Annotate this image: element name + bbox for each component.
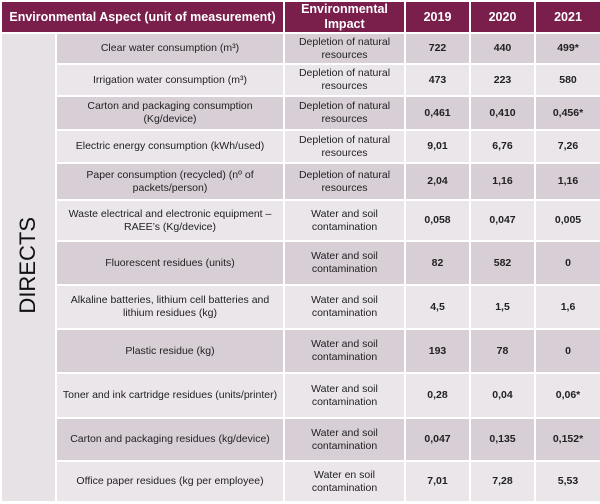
table-row: DIRECTS Clear water consumption (m³) Deple… <box>0 32 600 503</box>
aspect-cell: Electric energy consumption (kWh/used) <box>55 129 285 164</box>
aspect-cell: Carton and packaging consumption (Kg/dev… <box>55 95 285 131</box>
impact-cell: Depletion of natural resources <box>283 32 406 65</box>
aspect-cell: Alkaline batteries, lithium cell batteri… <box>55 284 285 330</box>
value-cell: 473 <box>404 63 471 97</box>
header-row: Environmental Aspect (unit of measuremen… <box>0 0 600 34</box>
impact-cell: Water and soil contamination <box>283 328 406 374</box>
aspect-cell: Plastic residue (kg) <box>55 328 285 374</box>
value-cell: 0 <box>534 240 600 286</box>
table-body: DIRECTS Clear water consumption (m³) Deple… <box>0 32 600 503</box>
year-header: 2019 <box>404 0 471 34</box>
impact-cell: Water and soil contamination <box>283 284 406 330</box>
aspect-header: Environmental Aspect (unit of measuremen… <box>0 0 285 34</box>
value-cell: 7,26 <box>534 129 600 164</box>
table-row: Carton and packaging consumption (Kg/dev… <box>1 95 600 131</box>
value-cell: 7,28 <box>469 460 536 503</box>
impact-cell: Water and soil contamination <box>283 240 406 286</box>
value-cell: 223 <box>469 63 536 97</box>
value-cell: 0,047 <box>469 199 536 242</box>
table-row: Fluorescent residues (units) Water and so… <box>1 240 600 286</box>
value-cell: 0 <box>534 328 600 374</box>
value-cell: 440 <box>469 32 536 65</box>
value-cell: 0,461 <box>404 95 471 131</box>
value-cell: 5,53 <box>534 460 600 503</box>
value-cell: 0,058 <box>404 199 471 242</box>
table-row: Carton and packaging residues (kg/device… <box>1 417 600 462</box>
table-row: Paper consumption (recycled) (nº of pack… <box>1 162 600 201</box>
table-row: Electric energy consumption (kWh/used) De… <box>1 129 600 164</box>
impact-cell: Depletion of natural resources <box>283 63 406 97</box>
value-cell: 7,01 <box>404 460 471 503</box>
value-cell: 2,04 <box>404 162 471 201</box>
aspect-cell: Irrigation water consumption (m³) <box>55 63 285 97</box>
value-cell: 1,16 <box>469 162 536 201</box>
aspect-cell: Paper consumption (recycled) (nº of pack… <box>55 162 285 201</box>
aspect-cell: Waste electrical and electronic equipmen… <box>55 199 285 242</box>
year-header: 2020 <box>469 0 536 34</box>
value-cell: 582 <box>469 240 536 286</box>
impact-cell: Water en soil contamination <box>283 460 406 503</box>
value-cell: 9,01 <box>404 129 471 164</box>
impact-cell: Water and soil contamination <box>283 372 406 419</box>
value-cell: 0,135 <box>469 417 536 462</box>
table-row: Irrigation water consumption (m³) Depleti… <box>1 63 600 97</box>
value-cell: 0,152* <box>534 417 600 462</box>
value-cell: 722 <box>404 32 471 65</box>
value-cell: 0,28 <box>404 372 471 419</box>
impact-cell: Depletion of natural resources <box>283 95 406 131</box>
impact-header: Environmental Impact <box>283 0 406 34</box>
value-cell: 0,005 <box>534 199 600 242</box>
impact-cell: Water and soil contamination <box>283 417 406 462</box>
table-row: Toner and ink cartridge residues (units/… <box>1 372 600 419</box>
table-row: Office paper residues (kg per employee) W… <box>1 460 600 503</box>
table-row: Waste electrical and electronic equipmen… <box>1 199 600 242</box>
value-cell: 580 <box>534 63 600 97</box>
value-cell: 4,5 <box>404 284 471 330</box>
impact-cell: Depletion of natural resources <box>283 162 406 201</box>
group-label: DIRECTS <box>15 217 41 314</box>
value-cell: 499* <box>534 32 600 65</box>
value-cell: 0,456* <box>534 95 600 131</box>
aspect-cell: Office paper residues (kg per employee) <box>55 460 285 503</box>
aspect-cell: Carton and packaging residues (kg/device… <box>55 417 285 462</box>
aspect-cell: Clear water consumption (m³) <box>55 32 285 65</box>
value-cell: 78 <box>469 328 536 374</box>
aspect-cell: Fluorescent residues (units) <box>55 240 285 286</box>
value-cell: 193 <box>404 328 471 374</box>
value-cell: 0,410 <box>469 95 536 131</box>
aspect-cell: Toner and ink cartridge residues (units/… <box>55 372 285 419</box>
value-cell: 0,047 <box>404 417 471 462</box>
value-cell: 6,76 <box>469 129 536 164</box>
value-cell: 0,04 <box>469 372 536 419</box>
table-row: Plastic residue (kg) Water and soil conta… <box>1 328 600 374</box>
value-cell: 82 <box>404 240 471 286</box>
table-row: Alkaline batteries, lithium cell batteri… <box>1 284 600 330</box>
group-cell: DIRECTS <box>0 32 57 503</box>
impact-cell: Water and soil contamination <box>283 199 406 242</box>
impact-cell: Depletion of natural resources <box>283 129 406 164</box>
value-cell: 1,6 <box>534 284 600 330</box>
value-cell: 1,5 <box>469 284 536 330</box>
value-cell: 1,16 <box>534 162 600 201</box>
value-cell: 0,06* <box>534 372 600 419</box>
year-header: 2021 <box>534 0 600 34</box>
